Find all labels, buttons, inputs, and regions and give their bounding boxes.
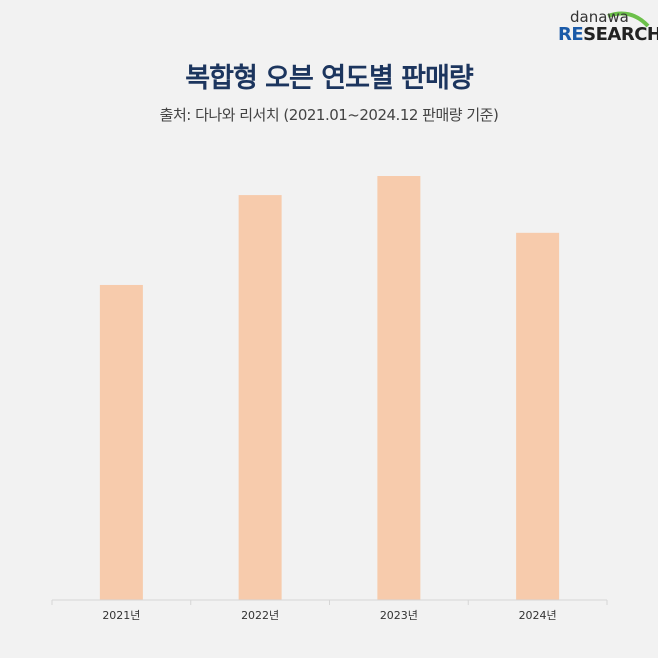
x-tick-label: 2021년 xyxy=(102,609,140,622)
danawa-research-logo: danawa RESEARCH xyxy=(556,6,658,46)
logo-swoosh-icon xyxy=(607,11,650,28)
chart-subtitle: 출처: 다나와 리서치 (2021.01~2024.12 판매량 기준) xyxy=(159,106,499,124)
bar-2021년 xyxy=(99,284,143,600)
logo-top: danawa xyxy=(570,8,629,26)
bar-2024년 xyxy=(516,232,560,601)
logo-bottom: RESEARCH xyxy=(558,24,658,45)
x-tick-label: 2024년 xyxy=(519,609,557,622)
bar-2022년 xyxy=(238,195,282,600)
x-tick-label: 2022년 xyxy=(241,609,279,622)
x-tick-label: 2023년 xyxy=(380,609,418,622)
chart-title: 복합형 오븐 연도별 판매량 xyxy=(185,63,473,94)
bar-2023년 xyxy=(377,176,421,600)
